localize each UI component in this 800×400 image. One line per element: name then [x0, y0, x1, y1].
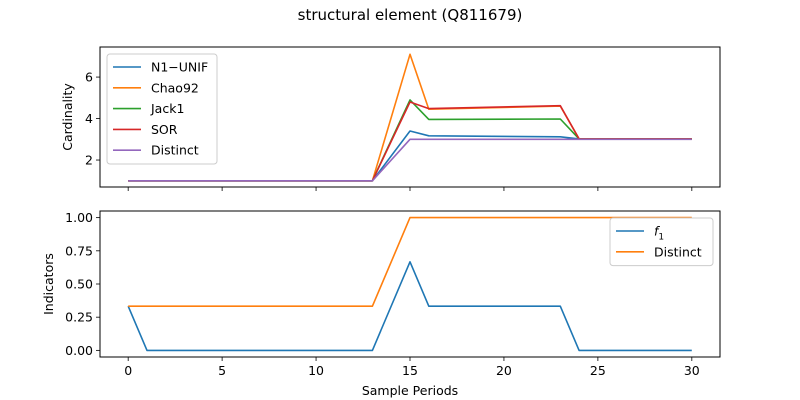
- plot1-ytick-label: 0.75: [65, 243, 93, 258]
- plot0-legend-label: Distinct: [151, 143, 199, 158]
- plot0-ytick-label: 6: [85, 70, 93, 85]
- plot1-legend-label: Distinct: [654, 244, 702, 259]
- cardinality-plot: 2 4 6 Cardinality N1−UNIF Chao92 Jack1 SOR Disti…: [60, 46, 721, 191]
- plot1-legend-label: f1: [654, 224, 664, 243]
- plot0-legend-label: SOR: [151, 122, 178, 137]
- plot1-legend-box: [609, 217, 714, 267]
- plot1-xlabel: Sample Periods: [362, 383, 458, 398]
- plot1-ytick-label: 0.50: [65, 277, 93, 292]
- plot0-legend-label: N1−UNIF: [151, 60, 208, 75]
- plot1-ytick-label: 0.00: [65, 343, 93, 358]
- plot1-xtick-label: 25: [590, 363, 606, 378]
- plot1-series-line-1: [128, 216, 692, 308]
- plot0-ylabel: Cardinality: [60, 83, 75, 151]
- indicators-plot: 0.00 0.25 0.50 0.75 1.00 0 5 10 15 20 25 30 Indicato…: [41, 210, 721, 398]
- plot1-ytick-label: 0.25: [65, 310, 93, 325]
- plot0-legend: N1−UNIF Chao92 Jack1 SOR Distinct: [106, 53, 218, 165]
- figure-title: structural element (Q811679): [298, 6, 523, 24]
- plot1-ytick-label: 1.00: [65, 210, 93, 225]
- plot1-xtick-label: 0: [124, 363, 132, 378]
- plot1-xtick-label: 10: [308, 363, 324, 378]
- plot1-xtick-label: 15: [402, 363, 418, 378]
- plot0-legend-label: Chao92: [151, 80, 199, 95]
- plot0-legend-box: [106, 53, 218, 165]
- plot1-xtick-label: 30: [684, 363, 700, 378]
- plot0-legend-label: Jack1: [150, 101, 184, 116]
- plot0-ytick-label: 2: [85, 153, 93, 168]
- plot1-xtick-label: 5: [218, 363, 226, 378]
- plot0-ytick-label: 4: [85, 111, 93, 126]
- plot0-series-line-4: [128, 138, 692, 182]
- plot1-xtick-label: 20: [496, 363, 512, 378]
- plot1-ylabel: Indicators: [41, 253, 56, 315]
- plot1-series-line-0: [127, 260, 692, 352]
